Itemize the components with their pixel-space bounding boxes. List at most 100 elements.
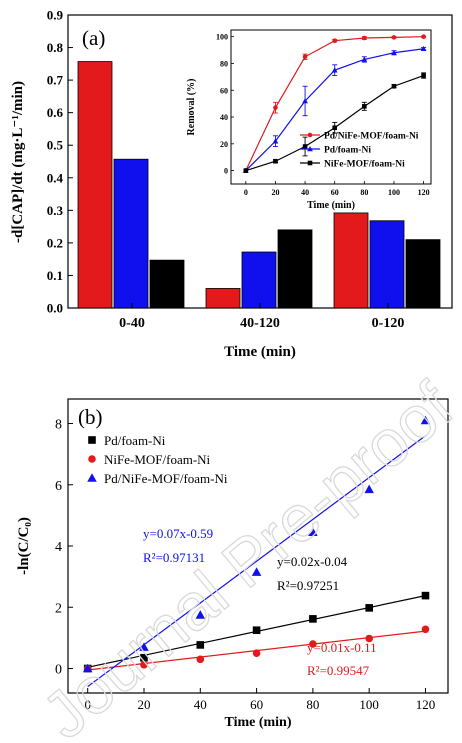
x-tick-label: 0-40: [119, 316, 145, 331]
x-tick-label: 100: [359, 697, 379, 712]
inset-removal-chart: 0 20 40 60 80 100 0 20 40 60 80 100 120 Pd/NiFe-MOF/…: [186, 29, 432, 211]
x-tick-label: 0: [84, 697, 91, 712]
y-tick-label: 0: [55, 663, 62, 678]
inset-point-pd-foam-ni: [361, 56, 368, 62]
inset-legend-label-pd-foam-ni: Pd/foam-Ni: [324, 146, 371, 156]
fit-label-nife-mof: y=0.01x-0.11: [307, 640, 377, 655]
x-tick-label: 80: [306, 697, 319, 712]
inset-point-nife-mof-foam-ni: [391, 83, 397, 89]
point-nife-mof-foam-ni: [309, 640, 317, 648]
point-pd-foam-ni: [421, 591, 430, 600]
bar: [241, 251, 277, 309]
y-tick-label: 6: [55, 479, 62, 494]
bar: [205, 288, 241, 309]
fit-label-pd-nife-mof: y=0.07x-0.59: [143, 526, 213, 541]
inset-legend-marker-nife-mof-foam-ni: [307, 160, 313, 166]
panel-a-label: (a): [82, 26, 105, 50]
inset-point-nife-mof-foam-ni: [332, 125, 338, 131]
inset-legend: Pd/NiFe-MOF/foam-Ni Pd/foam-Ni NiFe-MOF/fo…: [300, 132, 419, 170]
point-pd-foam-ni: [365, 604, 373, 612]
inset-y-tick-label: 20: [220, 140, 228, 149]
point-pd-nife-mof-foam-ni: [139, 642, 149, 651]
inset-legend-marker-pd-nife-mof-foam-ni: [307, 132, 313, 138]
inset-ticks: 0 20 40 60 80 100 0 20 40 60 80 100 120: [216, 33, 430, 197]
point-pd-nife-mof-foam-ni: [251, 567, 262, 576]
legend-marker-pd-foam-ni: [88, 436, 96, 444]
bar: [149, 259, 185, 309]
panel-b-points: [82, 415, 431, 673]
panel-b-label: (b): [78, 405, 103, 429]
inset-y-tick-label: 60: [220, 86, 228, 95]
point-pd-foam-ni: [140, 653, 148, 662]
x-tick-label: 40-120: [240, 316, 280, 331]
r2-label-pd-foam: R²=0.97251: [277, 578, 339, 593]
legend-label-pd-nife-mof-foam-ni: Pd/NiFe-MOF/foam-Ni: [104, 471, 228, 486]
r2-label-nife-mof: R²=0.99547: [307, 663, 370, 678]
panel-b-legend: Pd/foam-Ni NiFe-MOF/foam-Ni Pd/NiFe-MOF/fo…: [87, 433, 228, 486]
point-pd-nife-mof-foam-ni: [195, 610, 206, 619]
inset-x-tick-label: 40: [301, 188, 309, 197]
inset-point-nife-mof-foam-ni: [421, 73, 426, 78]
point-nife-mof-foam-ni: [252, 649, 261, 657]
bar: [113, 158, 149, 309]
x-tick-label: 0-120: [372, 316, 405, 331]
y-tick-label: 0.3: [47, 203, 64, 218]
y-tick-label: 0.6: [47, 105, 64, 120]
panel-b-x-axis-label: Time (min): [224, 715, 291, 730]
inset-y-tick-label: 100: [216, 33, 228, 42]
inset-x-axis-label: Time (min): [307, 200, 355, 211]
inset-point-nife-mof-foam-ni: [362, 104, 367, 109]
y-tick-label: 0.2: [47, 235, 63, 250]
bar: [333, 212, 369, 309]
x-tick-label: 20: [138, 697, 151, 712]
inset-legend-label-nife-mof-foam-ni: NiFe-MOF/foam-Ni: [324, 160, 405, 170]
panel-b-y-axis-label: -ln(C/C₀): [16, 517, 32, 575]
inset-x-tick-label: 60: [331, 188, 339, 197]
x-tick-label: 60: [250, 697, 263, 712]
inset-x-tick-label: 0: [244, 188, 248, 197]
y-tick-label: 0.5: [47, 138, 64, 153]
inset-x-tick-label: 120: [418, 188, 430, 197]
inset-point-pd-foam-ni: [391, 49, 397, 56]
inset-x-tick-label: 80: [360, 188, 368, 197]
bar: [277, 229, 313, 309]
legend-label-nife-mof-foam-ni: NiFe-MOF/foam-Ni: [104, 452, 211, 467]
panel-a-bar-chart: 0.0 0.1 0.2 0.3 0.4 0.5 0.6 0.7 0.8 0.9 0-40 40-120…: [10, 8, 453, 360]
inset-y-axis-label: Removal (%): [186, 79, 197, 136]
x-tick-label: 120: [416, 697, 436, 712]
point-pd-foam-ni: [196, 641, 205, 649]
inset-point-nife-mof-foam-ni: [243, 168, 249, 173]
bar: [369, 220, 405, 309]
legend-marker-nife-mof-foam-ni: [88, 455, 96, 463]
point-nife-mof-foam-ni: [365, 634, 373, 643]
inset-frame: [230, 29, 432, 185]
inset-point-pd-nife-mof-foam-ni: [332, 38, 338, 44]
legend-marker-pd-nife-mof-foam-ni: [87, 473, 97, 482]
y-tick-label: 0.9: [47, 8, 64, 23]
point-pd-foam-ni: [309, 615, 317, 623]
inset-y-tick-label: 40: [220, 113, 228, 122]
y-tick-label: 8: [55, 418, 62, 433]
inset-series: [242, 34, 427, 173]
panel-a-y-axis-label: -d[CAP]/dt (mg·L⁻¹/min): [10, 81, 26, 243]
inset-point-pd-nife-mof-foam-ni: [362, 35, 367, 41]
r2-label-pd-nife-mof: R²=0.97131: [143, 550, 205, 565]
inset-point-pd-foam-ni: [331, 67, 338, 73]
y-tick-label: 0.1: [47, 268, 63, 283]
bar: [77, 61, 113, 309]
point-pd-nife-mof-foam-ni: [420, 415, 431, 425]
inset-point-nife-mof-foam-ni: [273, 158, 278, 164]
panel-a-x-axis-label: Time (min): [224, 344, 296, 360]
bar: [405, 239, 441, 309]
y-tick-label: 4: [55, 540, 62, 555]
point-nife-mof-foam-ni: [421, 625, 430, 634]
y-tick-label: 2: [55, 601, 62, 616]
point-pd-nife-mof-foam-ni: [82, 663, 93, 673]
inset-point-pd-foam-ni: [420, 45, 427, 52]
point-pd-foam-ni: [252, 626, 261, 635]
y-tick-label: 0.4: [47, 170, 64, 185]
inset-point-pd-nife-mof-foam-ni: [421, 34, 426, 39]
